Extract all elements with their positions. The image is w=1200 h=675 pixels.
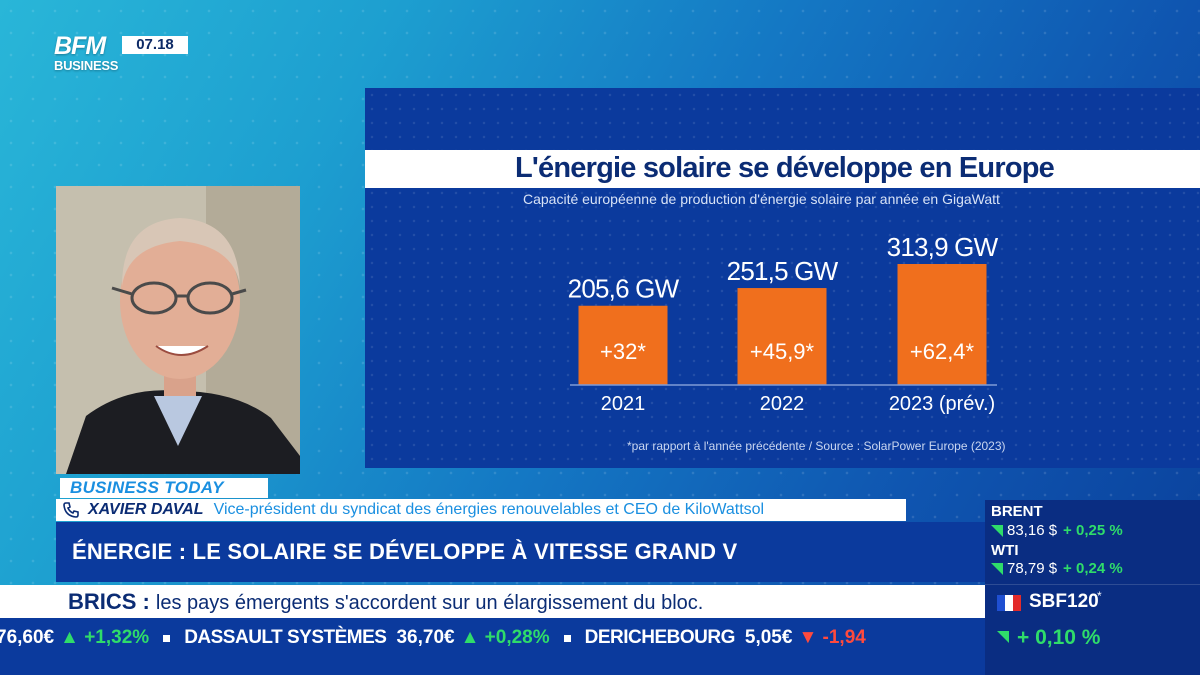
market-panel: BRENT 83,16 $ + 0,25 % WTI 78,79 $ + 0,2… [985, 500, 1200, 675]
chart-title: L'énergie solaire se développe en Europe [515, 152, 1055, 184]
breaking-text: les pays émergents s'accordent sur un él… [155, 592, 704, 614]
wti-change: + 0,24 % [1063, 560, 1123, 577]
bar-2023 (prév.) [897, 264, 987, 385]
category-label: 2021 [601, 393, 646, 415]
increase-label: +62,4* [910, 339, 975, 364]
brent-label: BRENT [991, 503, 1043, 520]
index-star: * [1097, 589, 1102, 603]
show-tag: BUSINESS TODAY [60, 478, 268, 498]
breaking-keyword: BRICS : [68, 589, 150, 614]
chart-title-bar: L'énergie solaire se développe en Europe [365, 150, 1200, 188]
ticker-item: 76,60€ ▲ +1,32% [0, 627, 149, 649]
index-change: + 0,10 % [1017, 626, 1101, 649]
chart-subtitle: Capacité européenne de production d'éner… [523, 191, 1000, 207]
brent-change: + 0,25 % [1063, 522, 1123, 539]
headline: ÉNERGIE : LE SOLAIRE SE DÉVELOPPE À VITE… [56, 522, 986, 582]
category-label: 2023 (prév.) [889, 393, 995, 415]
bar-chart: 205,6 GW +32* 2021 251,5 GW +45,9* 2022 313,9 … [568, 232, 1000, 415]
breaking-news-bar: BRICS : les pays émergents s'accordent su… [0, 585, 985, 618]
ticker-change: ▲ +1,32% [60, 627, 150, 648]
index-up-arrow-icon [997, 631, 1009, 643]
clock: 07.18 [122, 36, 188, 54]
ticker-value: 5,05€ [744, 627, 793, 648]
ticker-item: DERICHEBOURG 5,05€ ▼ -1,94 [563, 627, 866, 649]
channel-logo: BFM BUSINESS [54, 32, 120, 73]
ticker-row: 76,60€ ▲ +1,32% DASSAULT SYSTÈMES 36,70€ ▲ +… [0, 627, 880, 649]
phone-icon [56, 499, 86, 521]
value-label: 205,6 GW [568, 274, 680, 304]
wti-label: WTI [991, 542, 1019, 559]
ticker-name: DERICHEBOURG [584, 627, 736, 648]
chart-footnote: *par rapport à l'année précédente / Sour… [627, 439, 1006, 453]
chart-panel: L'énergie solaire se développe en Europe… [365, 88, 1200, 468]
value-label: 251,5 GW [727, 256, 839, 286]
brent-row: 83,16 $ + 0,25 % [991, 522, 1123, 539]
ticker-separator [163, 634, 171, 642]
ticker-name: DASSAULT SYSTÈMES [184, 627, 387, 648]
ticker-value: 36,70€ [396, 627, 455, 648]
ticker-change: ▲ +0,28% [460, 627, 550, 648]
bar-2021 [578, 305, 668, 385]
logo-bfm: BFM [54, 32, 106, 60]
value-label: 313,9 GW [887, 232, 999, 262]
increase-label: +32* [600, 339, 646, 364]
france-flag-icon [997, 595, 1021, 611]
category-label: 2022 [760, 393, 805, 415]
guest-portrait [56, 186, 300, 474]
wti-row: 78,79 $ + 0,24 % [991, 560, 1123, 577]
ticker-value: 76,60€ [0, 627, 55, 648]
wti-value: 78,79 $ [1007, 560, 1058, 577]
brent-value: 83,16 $ [1007, 522, 1058, 539]
guest-name-bar: XAVIER DAVAL Vice-président du syndicat … [56, 499, 906, 521]
stock-ticker: 76,60€ ▲ +1,32% DASSAULT SYSTÈMES 36,70€ ▲ +… [0, 618, 985, 675]
ticker-change: ▼ -1,94 [798, 627, 866, 648]
index-name: SBF120 [1029, 591, 1099, 612]
ticker-item: DASSAULT SYSTÈMES 36,70€ ▲ +0,28% [163, 627, 550, 649]
bar-2022 [737, 288, 827, 385]
up-arrow-icon [991, 562, 1003, 575]
up-arrow-icon [991, 524, 1003, 537]
index-box: SBF120 * [985, 584, 1200, 618]
logo-business: BUSINESS [54, 58, 119, 73]
guest-name: XAVIER DAVAL [88, 501, 204, 518]
guest-role: Vice-président du syndicat des énergies … [213, 501, 765, 518]
guest-photo [56, 186, 300, 474]
ticker-separator [563, 634, 571, 642]
increase-label: +45,9* [750, 339, 815, 364]
